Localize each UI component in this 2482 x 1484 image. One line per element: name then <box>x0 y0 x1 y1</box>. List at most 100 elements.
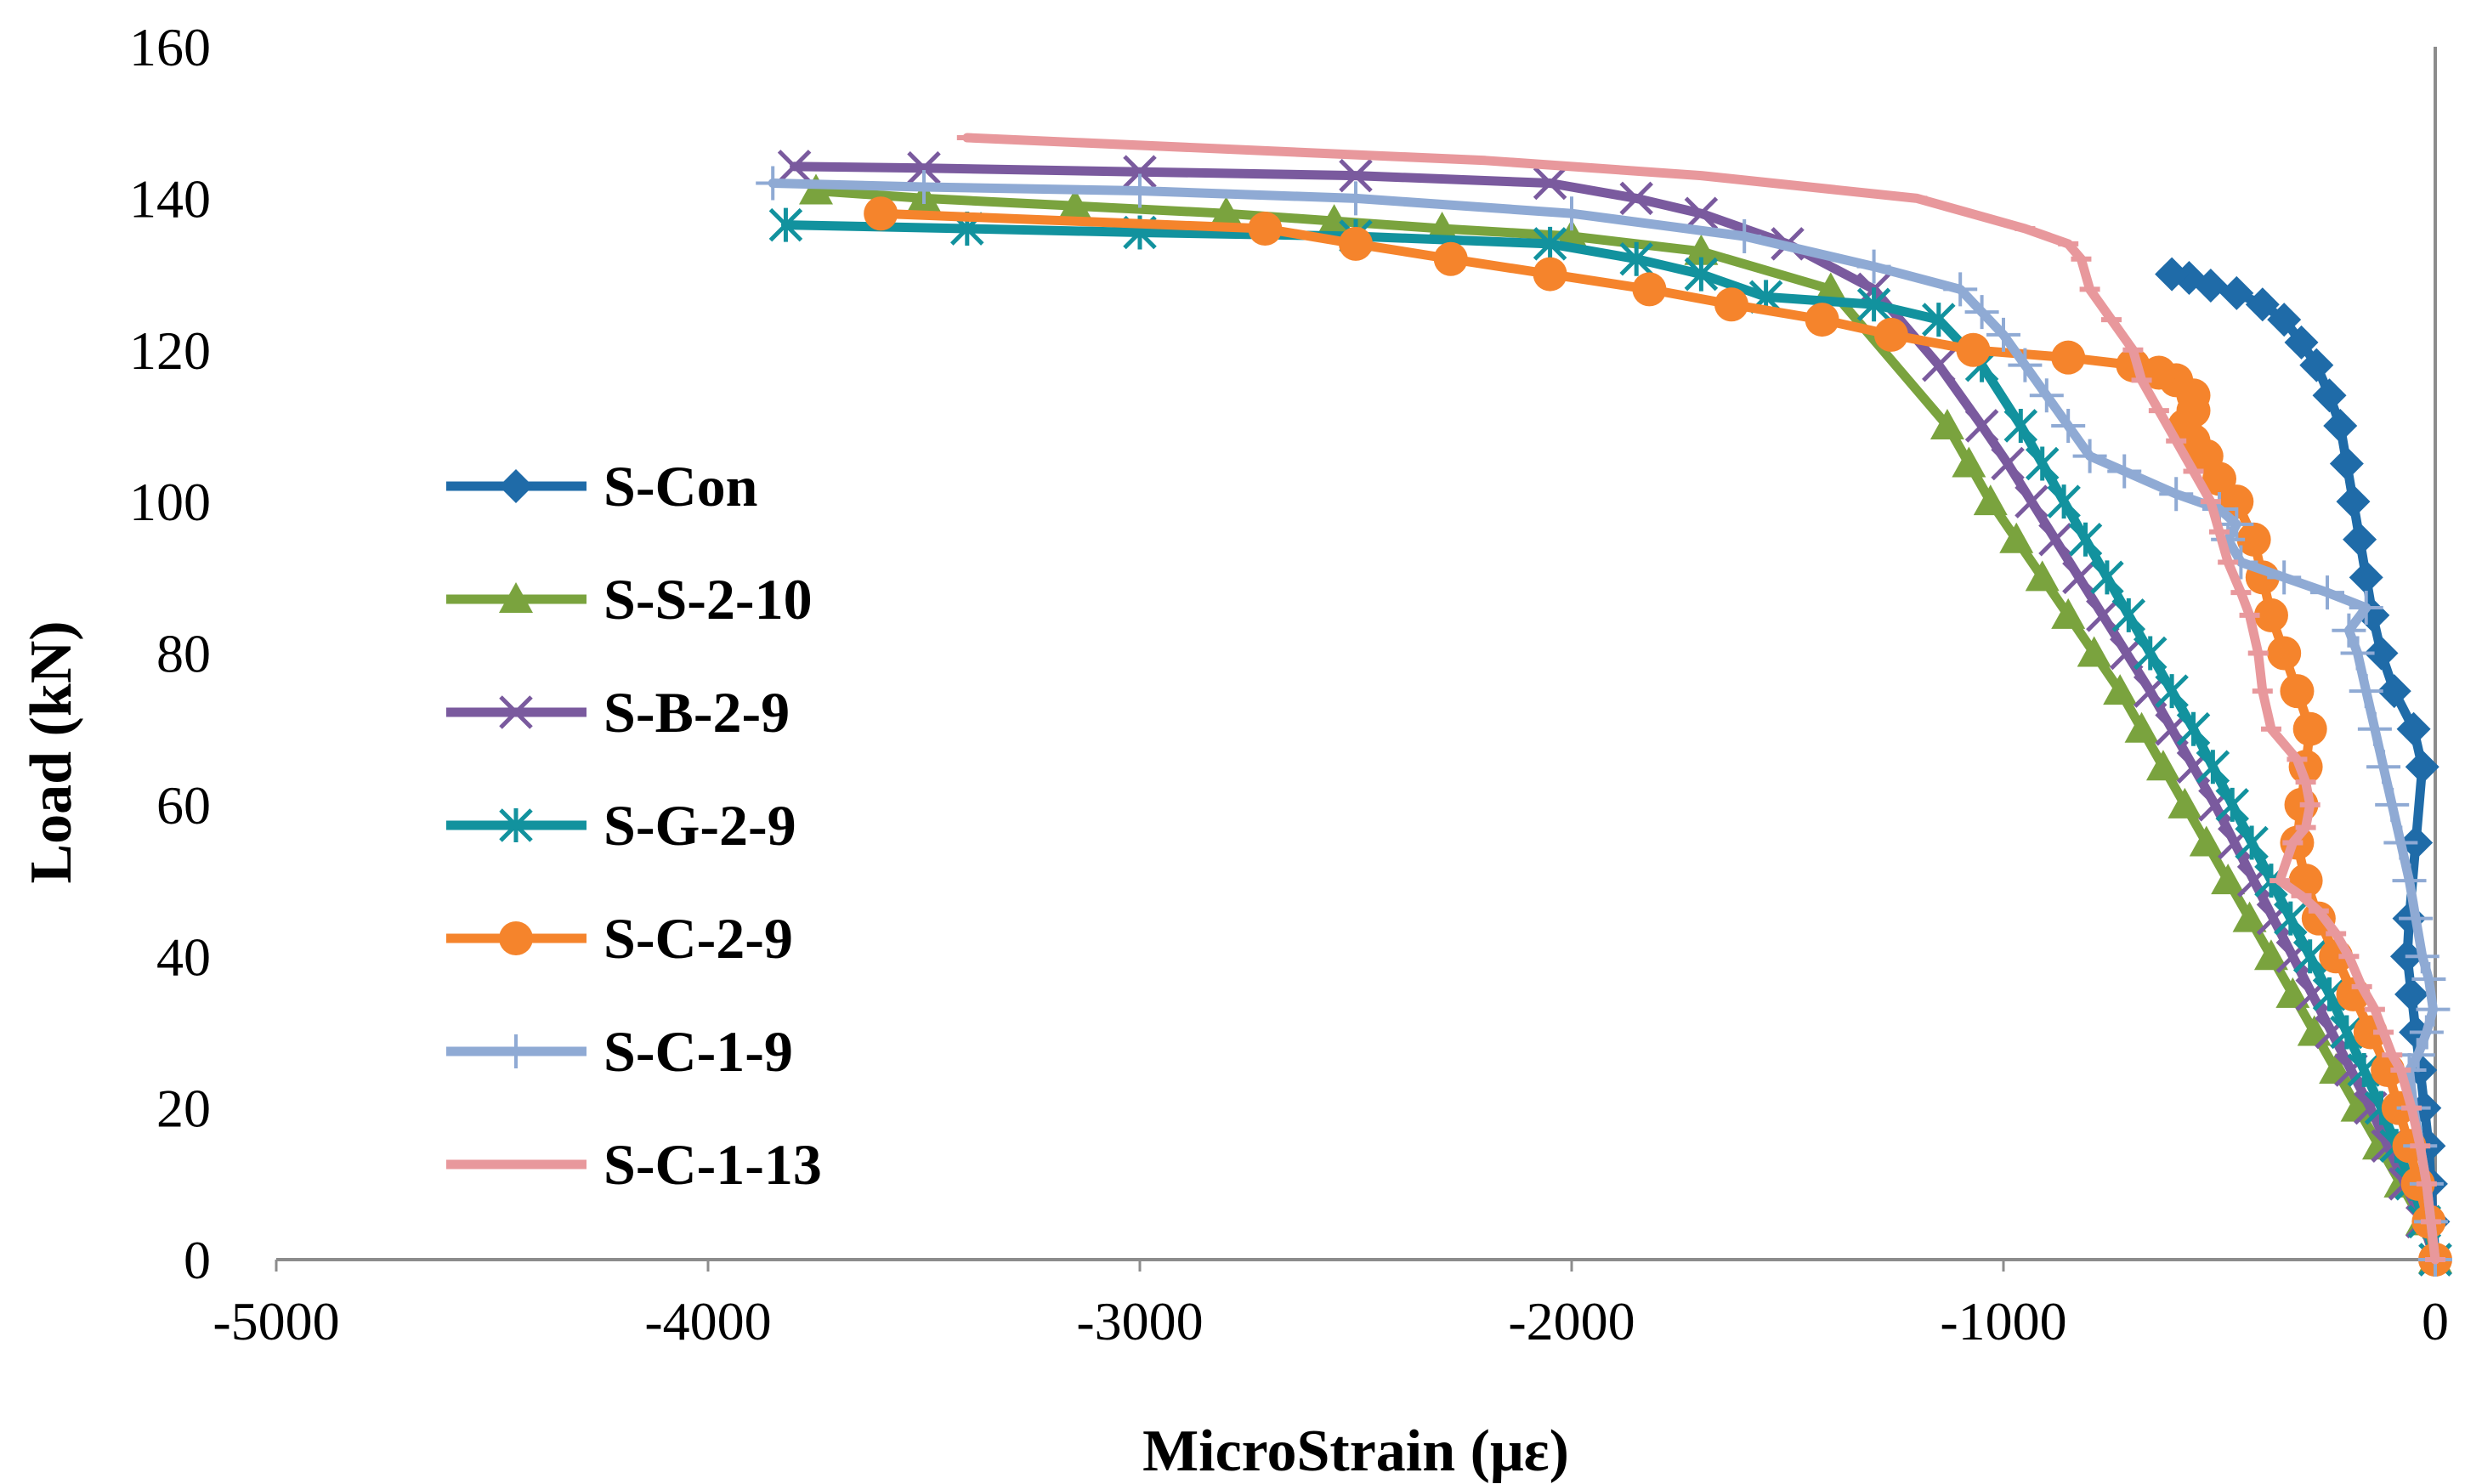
legend: S-Con S-S-2-10 S-B-2-9 S-G-2-9 S-C-2-9 S-C-1-… <box>446 454 822 1197</box>
data-point-s-c-1-9 <box>2107 454 2142 489</box>
data-point-s-g-2-9 <box>2196 750 2230 784</box>
data-point-s-s-2-10 <box>2168 787 2202 818</box>
y-tick-label: 80 <box>156 624 211 684</box>
data-point-s-b-2-9 <box>1684 196 1719 230</box>
data-point-s-c-2-9 <box>1632 272 1667 307</box>
legend-label: S-C-2-9 <box>604 906 793 971</box>
data-point-s-c-1-9 <box>2392 864 2427 898</box>
data-point-s-c-1-9 <box>1986 317 2020 352</box>
data-point-s-con <box>2377 674 2411 709</box>
data-point-s-g-2-9 <box>1856 287 1891 322</box>
data-point-s-c-2-9 <box>1533 257 1567 292</box>
data-point-s-s-2-10 <box>1973 484 2008 516</box>
legend-marker <box>499 695 533 729</box>
data-point-s-s-2-10 <box>2077 636 2111 667</box>
legend-item-s-b-2-9: S-B-2-9 <box>446 680 790 745</box>
data-point-s-b-2-9 <box>1339 158 1373 193</box>
data-point-s-con <box>2299 348 2334 382</box>
data-point-s-b-2-9 <box>1964 409 1999 443</box>
data-point-s-b-2-9 <box>1922 348 1956 382</box>
y-tick-label: 40 <box>156 926 211 987</box>
data-point-s-s-2-10 <box>799 173 833 205</box>
data-point-s-s-2-10 <box>2103 674 2138 705</box>
data-point-s-g-2-9 <box>1533 226 1567 261</box>
x-axis-title: MicroStrain (με) <box>1142 1419 1569 1484</box>
data-point-s-c-1-9 <box>2399 901 2434 936</box>
y-tick-label: 0 <box>184 1230 211 1290</box>
data-point-s-con <box>2349 560 2383 595</box>
legend-marker <box>499 469 533 503</box>
data-point-s-c-1-9 <box>2267 560 2302 595</box>
data-point-s-g-2-9 <box>2176 711 2211 746</box>
data-point-s-c-1-9 <box>2332 613 2366 648</box>
series-s-g-2-9 <box>768 207 2452 1277</box>
data-point-s-c-1-9 <box>2340 636 2375 671</box>
series-line-s-c-1-13 <box>962 133 2440 1265</box>
x-tick-label: -5000 <box>212 1291 339 1351</box>
data-point-s-c-1-9 <box>2310 575 2344 610</box>
data-point-s-c-2-9 <box>2292 711 2327 746</box>
data-point-s-g-2-9 <box>2047 484 2081 519</box>
legend-item-s-c-2-9: S-C-2-9 <box>446 906 793 971</box>
series-s-c-2-9 <box>864 196 2452 1277</box>
data-point-s-c-1-9 <box>2357 711 2392 746</box>
data-point-s-b-2-9 <box>2062 560 2096 595</box>
data-point-s-c-2-9 <box>864 196 898 231</box>
data-point-s-s-2-10 <box>2051 598 2086 629</box>
data-point-s-c-1-9 <box>2375 787 2410 822</box>
data-point-s-s-2-10 <box>1425 212 1459 243</box>
data-point-s-c-1-9 <box>2159 477 2194 512</box>
data-point-s-c-2-9 <box>2267 636 2302 671</box>
data-point-s-c-1-9 <box>2029 378 2064 413</box>
data-point-s-con <box>2245 287 2280 322</box>
data-point-s-c-2-9 <box>1339 226 1373 261</box>
legend-item-s-c-1-9: S-C-1-9 <box>446 1019 793 1084</box>
data-point-s-g-2-9 <box>2068 522 2103 557</box>
x-tick-label: -4000 <box>644 1291 771 1351</box>
legend-label: S-Con <box>604 454 757 518</box>
axes: -5000 -4000 -3000 -2000 -1000 0 0 20 40 60 80 100 12… <box>129 17 2449 1351</box>
data-point-s-con <box>2329 446 2364 481</box>
series-s-b-2-9 <box>777 150 2452 1277</box>
data-point-s-con <box>2343 522 2377 557</box>
data-point-s-g-2-9 <box>2215 787 2250 822</box>
data-point-s-b-2-9 <box>777 150 812 184</box>
data-point-s-c-1-9 <box>2416 992 2451 1027</box>
y-tick-label: 20 <box>156 1079 211 1139</box>
data-point-s-b-2-9 <box>1533 166 1567 201</box>
data-point-s-b-2-9 <box>1619 181 1653 216</box>
data-point-s-c-2-9 <box>2236 522 2271 557</box>
data-point-s-s-2-10 <box>2253 939 2288 971</box>
data-point-s-con <box>2336 484 2371 519</box>
data-point-s-con <box>2284 325 2319 360</box>
data-point-s-s-2-10 <box>1999 522 2034 553</box>
series-s-c-1-9 <box>756 166 2452 1277</box>
data-point-s-g-2-9 <box>2133 636 2168 671</box>
data-point-s-g-2-9 <box>2155 674 2189 709</box>
legend-item-s-s-2-10: S-S-2-10 <box>446 567 813 632</box>
data-point-s-c-1-9 <box>1943 272 1978 307</box>
series-line-s-g-2-9 <box>780 220 2440 1265</box>
data-point-s-con <box>2323 408 2358 443</box>
data-point-s-c-1-9 <box>2008 348 2043 382</box>
data-point-s-s-2-10 <box>2025 560 2060 592</box>
data-point-s-c-2-9 <box>1433 241 1468 276</box>
y-tick-label: 120 <box>129 320 211 381</box>
data-point-s-g-2-9 <box>2090 560 2124 595</box>
y-tick-label: 140 <box>129 168 211 229</box>
x-tick-label: -1000 <box>1940 1291 2066 1351</box>
legend-marker <box>499 808 533 842</box>
data-point-s-con <box>2394 977 2429 1011</box>
data-point-s-c-2-9 <box>1248 212 1283 246</box>
data-point-s-g-2-9 <box>2025 446 2060 481</box>
legend-marker <box>499 1034 533 1068</box>
data-point-s-c-1-9 <box>1555 196 1589 231</box>
legend-item-s-con: S-Con <box>446 454 757 518</box>
data-point-s-b-2-9 <box>2110 636 2144 671</box>
data-point-s-s-2-10 <box>1209 196 1244 228</box>
data-point-s-con <box>2155 257 2190 292</box>
legend-item-s-g-2-9: S-G-2-9 <box>446 793 796 858</box>
legend-label: S-G-2-9 <box>604 793 796 858</box>
data-point-s-s-2-10 <box>1930 408 1964 439</box>
